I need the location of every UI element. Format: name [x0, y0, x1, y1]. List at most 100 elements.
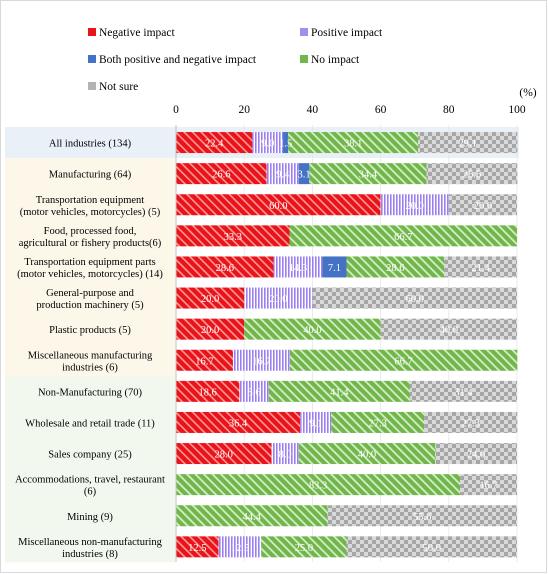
bar-positive-0: [252, 132, 284, 154]
legend-swatch-both: [88, 55, 96, 63]
legend-swatch-no-impact: [300, 55, 308, 63]
category-label-line: production machinery (5): [36, 300, 144, 311]
value-label-not-sure-9: 27.3: [462, 418, 480, 429]
bar-negative-10: [176, 443, 272, 465]
category-label-line: agricultural or fishery products(6): [19, 238, 162, 249]
legend-label-negative: Negative impact: [99, 27, 175, 39]
legend-item-positive: Positive impact: [300, 27, 382, 39]
value-label-both-4: 7.1: [328, 263, 341, 274]
value-label-negative-7: 16.7: [195, 356, 213, 367]
legend-swatch-positive: [300, 28, 308, 36]
value-label-not-sure-0: 29.1: [459, 139, 477, 150]
bar-not-sure-13: [346, 536, 517, 558]
bar-both-0: [283, 132, 289, 154]
bar-no-impact-6: [244, 318, 381, 340]
legend-item-negative: Negative impact: [88, 27, 175, 39]
category-label-line: All industries (134): [49, 139, 132, 150]
value-label-negative-6: 20.0: [201, 325, 219, 336]
value-label-positive-2: 20.0: [406, 201, 424, 212]
bar-not-sure-5: [312, 287, 517, 309]
value-label-not-sure-5: 60.0: [406, 294, 424, 305]
value-label-no-impact-6: 40.0: [303, 325, 321, 336]
bar-negative-7: [176, 349, 233, 371]
category-label-line: Non-Manufacturing (70): [38, 387, 143, 398]
category-label-line: industries (8): [62, 549, 118, 560]
category-label-12: Mining (9): [67, 512, 113, 523]
bar-no-impact-12: [176, 505, 328, 527]
bar-not-sure-0: [418, 132, 518, 154]
bar-positive-2: [380, 194, 449, 216]
category-label-4: Transportation equipment parts (motor veh…: [17, 257, 163, 280]
bar-no-impact-3: [289, 225, 517, 247]
bar-not-sure-4: [444, 256, 517, 278]
category-label-line: Accommodations, travel, restaurant: [15, 475, 165, 486]
value-label-negative-4: 28.6: [216, 263, 234, 274]
bar-positive-10: [271, 443, 299, 465]
category-label-line: Sales company (25): [48, 450, 132, 461]
category-label-line: Food, processed food,: [44, 226, 137, 237]
value-label-not-sure-10: 24.0: [467, 450, 485, 461]
value-label-positive-0: 9.0: [261, 139, 274, 150]
bar-negative-3: [176, 225, 290, 247]
bar-no-impact-13: [261, 536, 347, 558]
bar-no-impact-4: [346, 256, 445, 278]
value-label-positive-7: 16.7: [252, 356, 270, 367]
value-label-not-sure-8: 31.4: [454, 387, 473, 398]
value-label-no-impact-7: 66.7: [394, 356, 412, 367]
category-label-5: General-purpose and production machinery …: [36, 288, 144, 311]
tick-label-40: 40: [307, 104, 319, 116]
category-label-6: Plastic products (5): [49, 325, 131, 336]
legend-item-both: Both positive and negative impact: [88, 54, 256, 66]
legend-swatch-negative: [88, 28, 96, 36]
legend-swatch-not-sure: [88, 82, 96, 90]
category-label-line: Plastic products (5): [49, 325, 131, 336]
bar-both-4: [322, 256, 347, 278]
value-label-not-sure-4: 21.4: [471, 263, 490, 274]
category-label-line: (motor vehicles, motorcycles) (14): [17, 269, 163, 280]
bar-no-impact-0: [288, 132, 419, 154]
category-label-line: Transportation equipment: [36, 195, 144, 206]
value-label-positive-10: 8.0: [279, 450, 292, 461]
value-label-positive-13: 12.5: [231, 543, 249, 554]
band-manufacturing: [5, 158, 175, 376]
value-label-no-impact-12: 44.4: [243, 512, 262, 523]
value-label-negative-0: 22.4: [205, 139, 224, 150]
band-non-manufacturing: [5, 375, 175, 563]
bar-not-sure-2: [448, 194, 517, 216]
category-label-line: General-purpose and: [46, 288, 135, 299]
category-label-line: (motor vehicles, motorcycles) (5): [20, 207, 161, 218]
bar-not-sure-8: [409, 380, 517, 402]
category-label-line: Wholesale and retail trade (11): [25, 418, 155, 429]
bar-negative-6: [176, 318, 245, 340]
value-label-negative-9: 36.4: [229, 418, 248, 429]
value-label-positive-5: 20.0: [269, 294, 287, 305]
category-label-line: (6): [84, 487, 97, 498]
value-label-positive-1: 9.4: [276, 170, 290, 181]
value-label-negative-1: 26.6: [212, 170, 230, 181]
value-label-no-impact-0: 38.1: [344, 139, 362, 150]
legend-item-no-impact: No impact: [300, 54, 359, 66]
category-label-7: Miscellaneous manufacturing industries (6…: [28, 350, 153, 373]
bar-no-impact-1: [309, 163, 427, 185]
category-label-13: Miscellaneous non-manufacturing industrie…: [18, 537, 162, 560]
value-label-negative-3: 33.3: [224, 232, 242, 243]
value-label-not-sure-12: 55.6: [413, 512, 431, 523]
category-label-9: Wholesale and retail trade (11): [25, 418, 155, 429]
category-label-2: Transportation equipment (motor vehicles,…: [20, 195, 161, 218]
value-label-positive-9: 9.1: [309, 418, 322, 429]
category-label-8: Non-Manufacturing (70): [38, 387, 143, 398]
bar-no-impact-9: [331, 411, 425, 433]
tick-label-100: 100: [508, 104, 526, 116]
bar-not-sure-12: [327, 505, 517, 527]
value-label-positive-4: 14.3: [289, 263, 307, 274]
value-label-no-impact-4: 28.6: [386, 263, 404, 274]
legend-label-not-sure: Not sure: [99, 81, 139, 93]
category-label-line: industries (6): [62, 362, 118, 373]
legend-label-no-impact: No impact: [311, 54, 360, 66]
bar-negative-2: [176, 194, 381, 216]
legend-label-positive: Positive impact: [311, 27, 383, 39]
bar-positive-13: [218, 536, 262, 558]
value-label-not-sure-2: 20.0: [474, 201, 492, 212]
